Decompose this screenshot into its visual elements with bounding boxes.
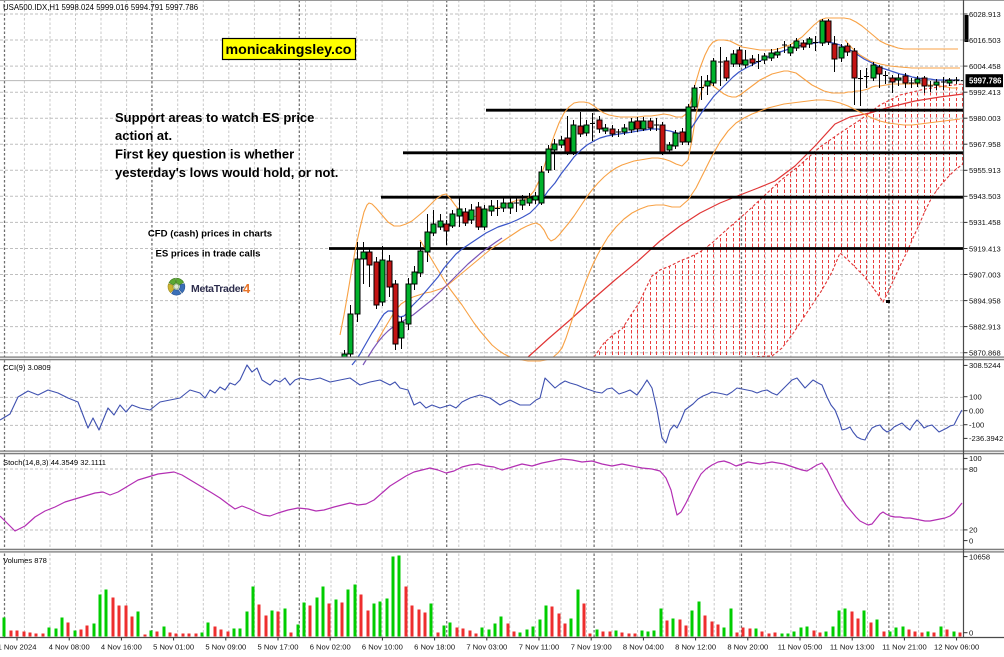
svg-text:100: 100 [969,454,982,463]
svg-text:5 Nov 01:00: 5 Nov 01:00 [153,643,194,652]
svg-text:5997.786: 5997.786 [969,77,1002,86]
svg-text:5907.003: 5907.003 [969,270,1001,279]
svg-text:Stoch(14,8,3) 44.3549 32.1111: Stoch(14,8,3) 44.3549 32.1111 [3,458,106,467]
svg-text:6 Nov 18:00: 6 Nov 18:00 [414,643,455,652]
svg-text:11 Nov 21:00: 11 Nov 21:00 [882,643,927,652]
svg-text:USA500.IDX,H1 5998.024 5999.0: USA500.IDX,H1 5998.024 5999.016 5994.791… [3,3,198,12]
svg-text:action at.: action at. [115,128,172,143]
svg-text:5 Nov 17:00: 5 Nov 17:00 [258,643,299,652]
svg-text:80: 80 [969,465,977,474]
svg-text:6 Nov 10:00: 6 Nov 10:00 [362,643,403,652]
svg-text:20: 20 [969,526,977,535]
svg-text:6 Nov 02:00: 6 Nov 02:00 [310,643,351,652]
svg-text:4 Nov 16:00: 4 Nov 16:00 [101,643,142,652]
svg-text:0.00: 0.00 [969,407,984,416]
svg-text:5919.413: 5919.413 [969,244,1001,253]
svg-text:5882.913: 5882.913 [969,322,1001,331]
svg-text:ES prices in trade calls: ES prices in trade calls [155,249,260,260]
svg-text:8 Nov 20:00: 8 Nov 20:00 [727,643,768,652]
svg-text:Volumes 878: Volumes 878 [3,556,47,565]
svg-text:5955.913: 5955.913 [969,166,1001,175]
svg-text:CCI(9) 3.0809: CCI(9) 3.0809 [3,363,51,372]
svg-text:0: 0 [969,536,973,545]
svg-text:5894.958: 5894.958 [969,296,1001,305]
svg-text:5980.003: 5980.003 [969,114,1001,123]
svg-text:4 Nov 08:00: 4 Nov 08:00 [49,643,90,652]
svg-text:8 Nov 04:00: 8 Nov 04:00 [623,643,664,652]
svg-text:5 Nov 09:00: 5 Nov 09:00 [205,643,246,652]
svg-text:5992.413: 5992.413 [969,88,1001,97]
svg-text:7 Nov 11:00: 7 Nov 11:00 [519,643,559,652]
svg-text:4: 4 [243,281,251,296]
svg-text:10658: 10658 [969,552,990,561]
svg-text:CFD (cash) prices in charts: CFD (cash) prices in charts [148,229,272,240]
svg-text:Support areas to watch ES pric: Support areas to watch ES price [115,110,314,125]
svg-text:8 Nov 12:00: 8 Nov 12:00 [675,643,716,652]
svg-text:5967.958: 5967.958 [969,140,1001,149]
svg-text:monicakingsley.co: monicakingsley.co [226,42,352,58]
svg-text:5931.458: 5931.458 [969,218,1001,227]
svg-text:-100: -100 [969,421,984,430]
svg-text:7 Nov 03:00: 7 Nov 03:00 [466,643,507,652]
svg-text:First key question is whether: First key question is whether [115,147,294,162]
svg-text:1 Nov 2024: 1 Nov 2024 [0,643,36,652]
svg-text:6016.503: 6016.503 [969,36,1001,45]
svg-text:MetaTrader: MetaTrader [191,283,244,295]
svg-text:6028.913: 6028.913 [969,10,1001,19]
svg-text:11 Nov 05:00: 11 Nov 05:00 [778,643,823,652]
svg-text:6004.458: 6004.458 [969,62,1001,71]
svg-text:5870.868: 5870.868 [969,349,1001,358]
svg-text:0: 0 [969,629,973,638]
svg-text:-236.3942: -236.3942 [969,434,1003,443]
svg-text:11 Nov 13:00: 11 Nov 13:00 [830,643,875,652]
svg-text:12 Nov 06:00: 12 Nov 06:00 [934,643,979,652]
svg-text:yesterday's lows would hold, o: yesterday's lows would hold, or not. [115,165,338,180]
svg-text:100: 100 [969,393,982,402]
svg-text:308.5244: 308.5244 [969,361,1001,370]
svg-text:7 Nov 19:00: 7 Nov 19:00 [571,643,612,652]
svg-text:5943.503: 5943.503 [969,192,1001,201]
